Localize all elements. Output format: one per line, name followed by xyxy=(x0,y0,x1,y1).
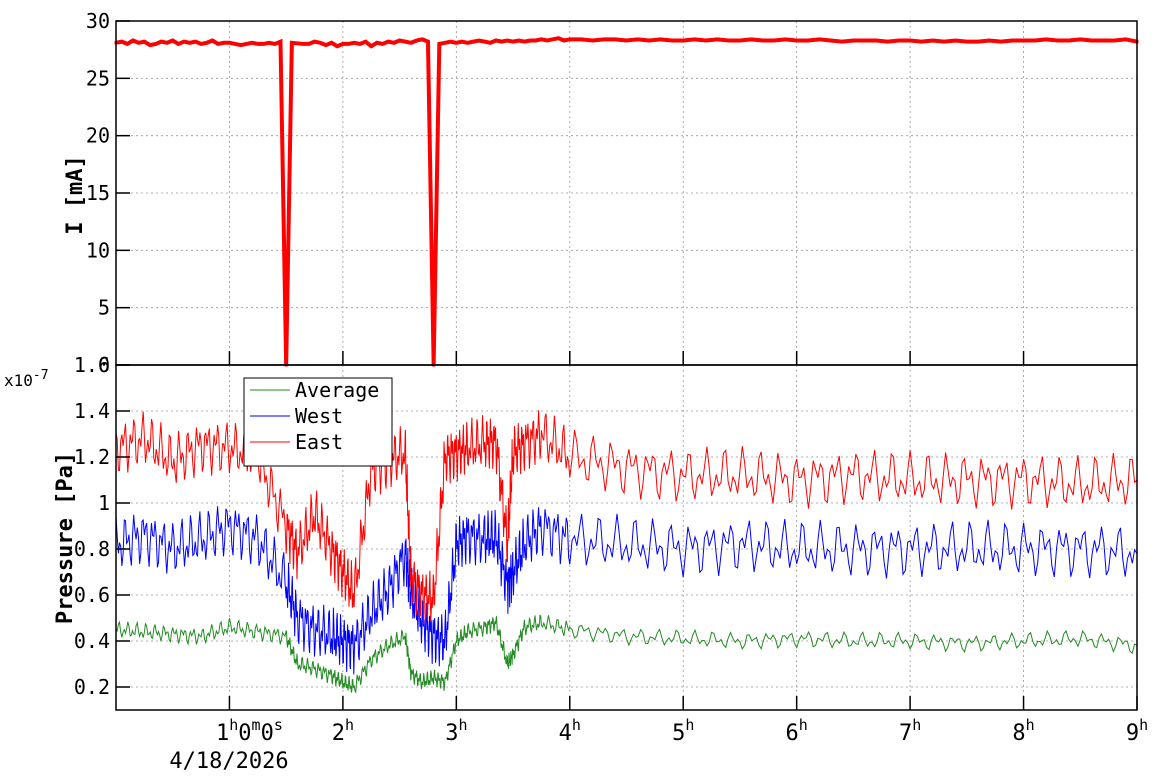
pressure-panel: 0.2 0.4 0.6 0.8 1 1.2 1.4 1.6 1h0m0s 2h 3h 4h 5h 6h 7… xyxy=(4,353,1148,774)
pressure-series-average xyxy=(115,614,1138,693)
pressure-xtick-label: 7h xyxy=(899,716,921,746)
exponent-base: x10 xyxy=(4,371,33,390)
pressure-ylabel: Pressure [Pa] xyxy=(53,452,78,624)
pressure-ytick-label: 1.2 xyxy=(74,445,110,469)
pressure-xtick-label: 2h xyxy=(332,716,354,746)
pressure-series-west xyxy=(115,506,1138,675)
legend-box xyxy=(243,377,393,467)
pressure-yticks: 0.2 0.4 0.6 0.8 1 1.2 1.4 1.6 xyxy=(74,353,130,699)
current-ytick-label: 5 xyxy=(98,296,110,320)
legend-label-west: West xyxy=(295,404,343,428)
pressure-ytick-label: 1.4 xyxy=(74,399,110,423)
current-ytick-label: 20 xyxy=(86,124,110,148)
legend-label-average: Average xyxy=(295,378,379,402)
current-ytick-label: 0 xyxy=(98,353,110,377)
current-yticks: 0 5 10 15 20 25 30 xyxy=(86,9,130,377)
pressure-xtick-label: 4h xyxy=(559,716,581,746)
pressure-xtick-label: 5h xyxy=(672,716,694,746)
pressure-ytick-label: 0.4 xyxy=(74,629,110,653)
current-points xyxy=(114,36,1139,367)
current-ytick-label: 10 xyxy=(86,238,110,262)
pressure-frame xyxy=(115,364,1138,711)
pressure-ytick-label: 0.6 xyxy=(74,583,110,607)
current-ytick-label: 30 xyxy=(86,9,110,33)
pressure-ytick-label: 0.2 xyxy=(74,675,110,699)
current-ytick-label: 25 xyxy=(86,66,110,90)
pressure-lines xyxy=(115,410,1138,693)
x-date-label: 4/18/2026 xyxy=(169,749,288,774)
pressure-ytick-label: 1 xyxy=(98,491,110,515)
pressure-series-east xyxy=(115,410,1138,625)
pressure-exponent: x10-7 xyxy=(4,368,49,390)
pressure-ytick-label: 0.8 xyxy=(74,537,110,561)
current-grid xyxy=(116,21,1137,365)
current-trace xyxy=(115,36,1138,366)
current-ytick-label: 15 xyxy=(86,181,110,205)
pressure-xtick-label: 9h xyxy=(1126,716,1148,746)
pressure-xtick-label: 8h xyxy=(1012,716,1034,746)
pressure-ytick-label: 1.6 xyxy=(74,353,110,377)
pressure-xticks: 1h0m0s 2h 3h 4h 5h 6h 7h 8h 9h xyxy=(216,696,1148,746)
exponent-power: -7 xyxy=(33,368,49,383)
current-ylabel: I [mA] xyxy=(63,155,88,234)
pressure-xtick-label: 6h xyxy=(786,716,808,746)
current-panel: 0 5 10 15 20 25 30 I [mA] xyxy=(63,9,1139,377)
pressure-xtick-label: 3h xyxy=(445,716,467,746)
pressure-xtick-label: 1h0m0s xyxy=(216,716,283,746)
legend-label-east: East xyxy=(295,430,343,454)
